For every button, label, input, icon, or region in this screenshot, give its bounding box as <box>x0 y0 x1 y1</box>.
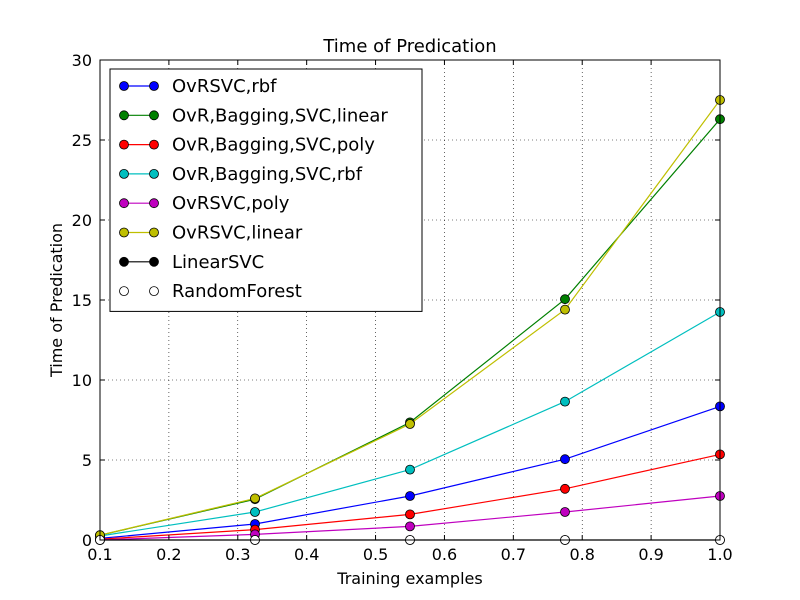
legend-marker <box>119 227 129 238</box>
x-tick-label: 0.3 <box>225 545 250 564</box>
legend-marker <box>119 256 129 267</box>
legend-marker <box>149 198 159 209</box>
x-tick-label: 0.7 <box>501 545 526 564</box>
x-tick-label: 0.1 <box>87 545 112 564</box>
y-tick-label: 15 <box>72 291 92 310</box>
legend-marker <box>149 81 159 91</box>
legend-entry: OvRSVC,poly <box>119 193 290 214</box>
legend-marker <box>149 227 159 238</box>
data-point <box>405 509 415 520</box>
legend-label: OvRSVC,poly <box>172 193 290 214</box>
legend-label: RandomForest <box>172 281 302 302</box>
legend-marker <box>149 256 159 267</box>
data-point <box>560 483 570 494</box>
data-point <box>405 521 415 532</box>
data-point <box>250 493 260 504</box>
data-point <box>250 507 260 517</box>
x-axis-label: Training examples <box>336 569 482 588</box>
x-tick-label: 0.9 <box>638 545 663 564</box>
legend-marker <box>119 139 129 150</box>
legend-entry: RandomForest <box>119 281 302 302</box>
data-point <box>405 464 415 475</box>
legend-entry: OvRSVC,linear <box>119 223 303 244</box>
legend-label: OvR,Bagging,SVC,poly <box>172 135 375 156</box>
legend-marker <box>119 81 129 91</box>
legend-label: OvRSVC,rbf <box>172 76 277 97</box>
x-tick-label: 0.5 <box>363 545 388 564</box>
legend-marker <box>149 168 159 179</box>
series-group <box>95 95 725 545</box>
legend-label: OvR,Bagging,SVC,rbf <box>172 164 363 185</box>
legend-label: OvRSVC,linear <box>172 223 303 244</box>
x-tick-label: 1.0 <box>707 545 732 564</box>
y-tick-label: 25 <box>72 131 92 150</box>
legend-entry: OvR,Bagging,SVC,poly <box>119 135 375 156</box>
legend-entry: LinearSVC <box>119 252 264 273</box>
x-tick-label: 0.8 <box>569 545 594 564</box>
legend-label: OvR,Bagging,SVC,linear <box>172 105 388 126</box>
legend-marker <box>149 110 159 121</box>
data-point <box>560 294 570 305</box>
axis-ticks: 0.1 0.2 0.3 0.4 0.5 0.6 0.7 0.8 0.9 1.0 0 5 10 15 20 25… <box>72 51 733 564</box>
legend-entry: OvRSVC,rbf <box>119 76 277 97</box>
data-point <box>560 304 570 315</box>
legend-marker <box>119 110 129 121</box>
legend-marker <box>149 286 159 297</box>
y-tick-label: 30 <box>72 51 92 70</box>
legend-entry: OvR,Bagging,SVC,linear <box>119 105 388 126</box>
legend-box <box>109 68 423 312</box>
x-tick-label: 0.2 <box>156 545 181 564</box>
y-tick-label: 0 <box>82 531 92 550</box>
x-tick-label: 0.6 <box>432 545 457 564</box>
legend-marker <box>119 168 129 179</box>
legend-label: LinearSVC <box>172 252 264 273</box>
chart-title: Time of Predication <box>322 36 496 57</box>
data-point <box>405 419 415 429</box>
legend-marker <box>119 198 129 209</box>
data-point <box>560 454 570 465</box>
legend-entry: OvR,Bagging,SVC,rbf <box>119 164 363 185</box>
data-point <box>405 491 415 501</box>
legend-marker <box>149 139 159 150</box>
y-tick-label: 10 <box>72 371 92 390</box>
data-point <box>560 396 570 407</box>
y-tick-label: 20 <box>72 211 92 230</box>
data-point <box>560 507 570 517</box>
y-axis-label: Time of Predication <box>47 223 66 378</box>
legend: OvRSVC,rbf OvR,Bagging,SVC,linear OvR,Bagg… <box>109 68 423 312</box>
y-tick-label: 5 <box>82 451 92 470</box>
x-tick-label: 0.4 <box>294 545 319 564</box>
legend-marker <box>119 286 129 297</box>
